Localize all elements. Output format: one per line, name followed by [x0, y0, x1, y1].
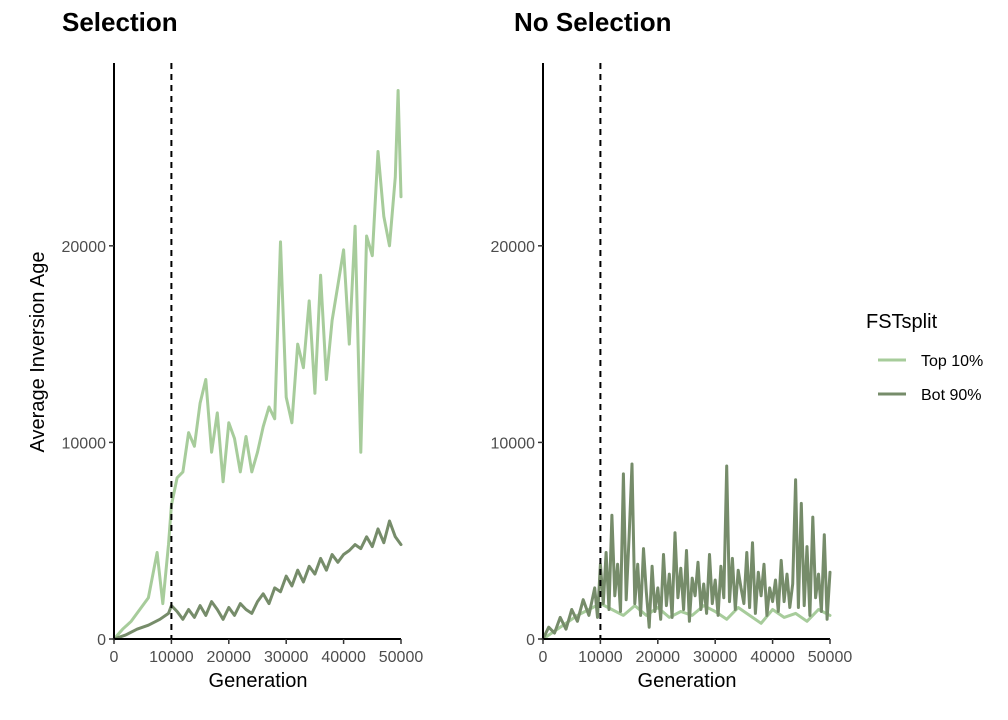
x-tick-label: 10000 — [578, 649, 623, 666]
y-tick-label: 20000 — [491, 239, 536, 256]
x-tick-label: 20000 — [207, 649, 252, 666]
x-tick-label: 30000 — [693, 649, 738, 666]
panel-title: No Selection — [514, 7, 671, 37]
x-tick-label: 20000 — [636, 649, 681, 666]
x-tick-label: 50000 — [379, 649, 424, 666]
series-line-bot-90 — [541, 462, 832, 641]
x-tick-label: 0 — [110, 649, 119, 666]
y-tick-label: 0 — [97, 632, 106, 649]
legend-item-bot-90: Bot 90% — [878, 387, 981, 404]
legend-label-bot-90: Bot 90% — [921, 387, 981, 404]
legend-label-top-10: Top 10% — [921, 353, 983, 370]
x-axis-title: Generation — [209, 670, 308, 692]
panel-selection: Selection 0 10000 20000 30000 40000 50000 0 100… — [27, 7, 423, 692]
panel-no-selection: No Selection 0 10000 20000 30000 40000 50000 0… — [491, 7, 853, 692]
x-tick-label: 40000 — [750, 649, 795, 666]
x-tick-label: 10000 — [149, 649, 194, 666]
x-tick-label: 40000 — [321, 649, 366, 666]
x-tick-label: 30000 — [264, 649, 309, 666]
series-line-top-10 — [112, 89, 403, 641]
y-tick-label: 10000 — [62, 435, 107, 452]
x-axis-title: Generation — [638, 670, 737, 692]
y-axis-title: Average Inversion Age — [27, 252, 49, 453]
legend: FSTsplit Top 10% Bot 90% — [866, 311, 983, 404]
legend-item-top-10: Top 10% — [878, 353, 983, 370]
panel-title: Selection — [62, 7, 178, 37]
y-tick-label: 10000 — [491, 435, 536, 452]
y-tick-label: 0 — [526, 632, 535, 649]
series-line-bot-90 — [112, 519, 403, 641]
x-tick-label: 50000 — [808, 649, 853, 666]
legend-title: FSTsplit — [866, 311, 938, 333]
x-tick-label: 0 — [539, 649, 548, 666]
y-tick-label: 20000 — [62, 239, 107, 256]
